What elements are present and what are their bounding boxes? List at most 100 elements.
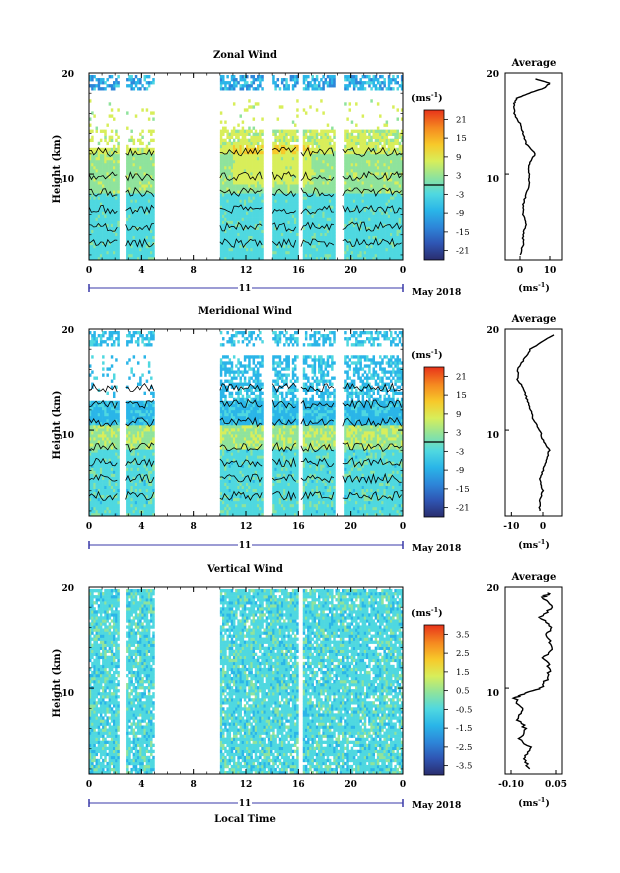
heatmap-cell xyxy=(239,241,242,246)
heatmap-cell xyxy=(256,214,260,218)
heatmap-cell xyxy=(302,244,306,249)
heatmap-cell xyxy=(230,175,234,179)
heatmap-cell xyxy=(387,178,391,182)
heatmap-cell xyxy=(372,226,376,230)
heatmap-cell xyxy=(95,452,99,456)
heatmap-cell xyxy=(261,129,264,133)
heatmap-cell xyxy=(389,217,393,221)
heatmap-cell xyxy=(387,138,391,143)
heatmap-cell xyxy=(110,87,114,91)
heatmap-cell xyxy=(304,202,308,206)
heatmap-cell xyxy=(272,169,275,173)
heatmap-cell xyxy=(93,147,96,152)
heatmap-cell xyxy=(302,147,306,152)
heatmap-cell xyxy=(230,214,234,218)
heatmap-cell xyxy=(396,150,399,155)
heatmap-cell xyxy=(224,235,227,240)
heatmap-cell xyxy=(365,250,369,255)
heatmap-cell xyxy=(274,144,277,149)
heatmap-cell xyxy=(313,256,317,261)
heatmap-cell xyxy=(315,196,319,200)
heatmap-cell xyxy=(372,165,376,170)
heatmap-cell xyxy=(224,232,227,237)
heatmap-cell xyxy=(250,217,253,221)
heatmap-cell xyxy=(346,78,349,82)
heatmap-cell xyxy=(361,199,365,203)
heatmap-cell xyxy=(331,217,334,221)
heatmap-cell xyxy=(387,196,391,200)
heatmap-cell xyxy=(315,244,319,249)
heatmap-cell xyxy=(93,467,96,471)
heatmap-cell xyxy=(108,247,112,252)
heatmap-cell xyxy=(110,220,114,224)
heatmap-cell xyxy=(222,229,225,234)
heatmap-cell xyxy=(320,253,323,258)
heatmap-cell xyxy=(143,156,146,161)
heatmap-cell xyxy=(291,211,295,215)
heatmap-cell xyxy=(143,150,146,155)
heatmap-cell xyxy=(99,226,103,230)
heatmap-cell xyxy=(387,229,391,234)
heatmap-cell xyxy=(222,172,225,176)
heatmap-cell xyxy=(320,202,323,206)
heatmap-cell xyxy=(222,223,225,227)
heatmap-cell xyxy=(370,150,373,155)
heatmap-cell xyxy=(291,232,295,237)
heatmap-cell xyxy=(311,129,314,133)
heatmap-cell xyxy=(326,129,330,133)
heatmap-cell xyxy=(246,187,249,191)
heatmap-cell xyxy=(392,217,395,221)
heatmap-cell xyxy=(99,87,103,91)
heatmap-cell xyxy=(363,214,367,218)
heatmap-cell xyxy=(228,159,232,164)
heatmap-cell xyxy=(357,129,360,133)
heatmap-cell xyxy=(294,81,297,85)
heatmap-cell xyxy=(256,202,260,206)
heatmap-cell xyxy=(95,199,99,203)
heatmap-cell xyxy=(331,172,334,176)
heatmap-cell xyxy=(385,141,389,146)
heatmap-cell xyxy=(145,193,149,197)
heatmap-cell xyxy=(322,250,325,255)
heatmap-cell xyxy=(99,497,103,502)
heatmap-cell xyxy=(147,175,151,179)
heatmap-cell xyxy=(145,235,149,240)
heatmap-cell xyxy=(346,214,349,218)
heatmap-cell xyxy=(261,229,264,234)
heatmap-cell xyxy=(383,165,386,170)
contour-line xyxy=(219,147,263,157)
colorbar-tick-label: 3 xyxy=(456,172,461,182)
heatmap-cell xyxy=(331,238,334,243)
heatmap-cell xyxy=(117,187,120,191)
heatmap-cell xyxy=(252,217,256,221)
heatmap-cell xyxy=(320,144,323,149)
heatmap-cell xyxy=(370,214,373,218)
heatmap-cell xyxy=(370,141,373,146)
heatmap-cell xyxy=(376,153,380,158)
heatmap-cell xyxy=(93,87,96,91)
heatmap-cell xyxy=(232,153,236,158)
heatmap-cell xyxy=(374,238,378,243)
heatmap-cell xyxy=(346,156,349,161)
heatmap-cell xyxy=(313,253,317,258)
heatmap-cell xyxy=(376,184,380,188)
heatmap-cell xyxy=(91,512,94,517)
heatmap-cell xyxy=(147,153,151,158)
heatmap-cell xyxy=(287,175,290,179)
heatmap-cell xyxy=(102,232,105,237)
heatmap-cell xyxy=(93,247,96,252)
heatmap-cell xyxy=(97,482,101,486)
heatmap-cell xyxy=(396,232,399,237)
contour-line xyxy=(342,204,402,215)
heatmap-cell xyxy=(104,129,107,133)
contour-line xyxy=(88,222,118,232)
heatmap-cell xyxy=(226,175,229,179)
heatmap-cell xyxy=(147,141,151,146)
heatmap-cell xyxy=(136,78,140,82)
heatmap-cell xyxy=(276,217,280,221)
heatmap-cell xyxy=(294,256,297,261)
heatmap-cell xyxy=(250,141,253,146)
heatmap-cell xyxy=(139,241,142,246)
heatmap-cell xyxy=(110,181,114,185)
heatmap-cell xyxy=(239,150,242,155)
